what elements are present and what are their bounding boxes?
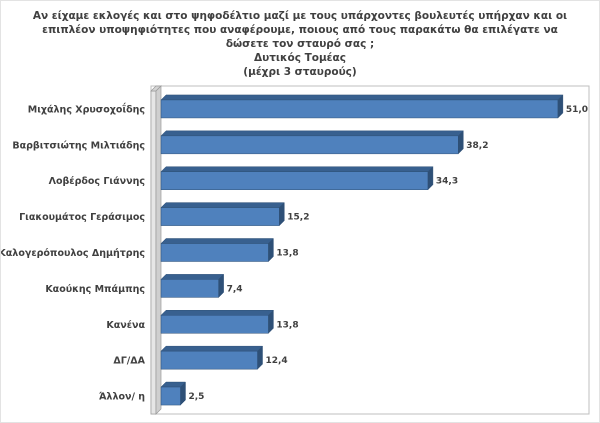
value-label: 2,5: [188, 392, 204, 402]
bar: [160, 99, 559, 119]
value-label: 13,8: [276, 320, 298, 330]
value-label: 38,2: [466, 141, 488, 151]
value-label: 13,8: [276, 249, 298, 259]
category-label: Άλλον/ η: [99, 392, 145, 403]
bar: [160, 315, 269, 334]
bar: [160, 207, 280, 226]
bar-top-face: [160, 202, 285, 208]
bar: [160, 386, 181, 406]
bar: [160, 171, 429, 190]
category-label: ΔΓ/ΔΑ: [113, 356, 145, 367]
chart-subtitle: Δυτικός Τομέας: [254, 52, 346, 64]
bar-top-face: [160, 166, 434, 172]
category-label: Βαρβιτσιώτης Μιλτιάδης: [12, 140, 145, 151]
bar-top-face: [160, 130, 464, 137]
chart-canvas: Μιχάλης Χρυσοχοΐδης 51,0 Βαρβιτσιώτης Μιλτ…: [1, 85, 590, 415]
bar: [160, 243, 269, 262]
category-label: Καούκης Μπάμπης: [45, 284, 145, 295]
bar-top-face: [160, 274, 225, 280]
category-label: Λοβέρδος Γιάννης: [49, 176, 145, 187]
wall-front: [150, 90, 157, 415]
chart-title: Αν είχαμε εκλογές και στο ψηφοδέλτιο μαζ…: [32, 10, 568, 50]
value-label: 15,2: [287, 213, 309, 223]
bar: [160, 350, 258, 370]
category-label: Κανένα: [106, 320, 145, 331]
bar-top-face: [160, 345, 264, 352]
bar: [160, 135, 459, 155]
category-label: Μιχάλης Χρυσοχοΐδης: [28, 103, 145, 115]
value-label: 7,4: [227, 284, 243, 294]
category-label: Γιακουμάτος Γεράσιμος: [19, 212, 145, 223]
bar-top-face: [160, 94, 564, 101]
category-label: Καλογερόπουλος Δημήτρης: [1, 248, 145, 259]
bar-top-face: [160, 310, 274, 316]
value-label: 51,0: [566, 105, 588, 115]
value-label: 34,3: [436, 177, 458, 187]
value-label: 12,4: [265, 356, 287, 366]
chart-header: Αν είχαμε εκλογές και στο ψηφοδέλτιο μαζ…: [1, 1, 599, 79]
chart-note: (μέχρι 3 σταυρούς): [243, 66, 357, 78]
bar-top-face: [160, 238, 274, 244]
wall-side: [155, 85, 162, 415]
bar: [160, 279, 219, 298]
